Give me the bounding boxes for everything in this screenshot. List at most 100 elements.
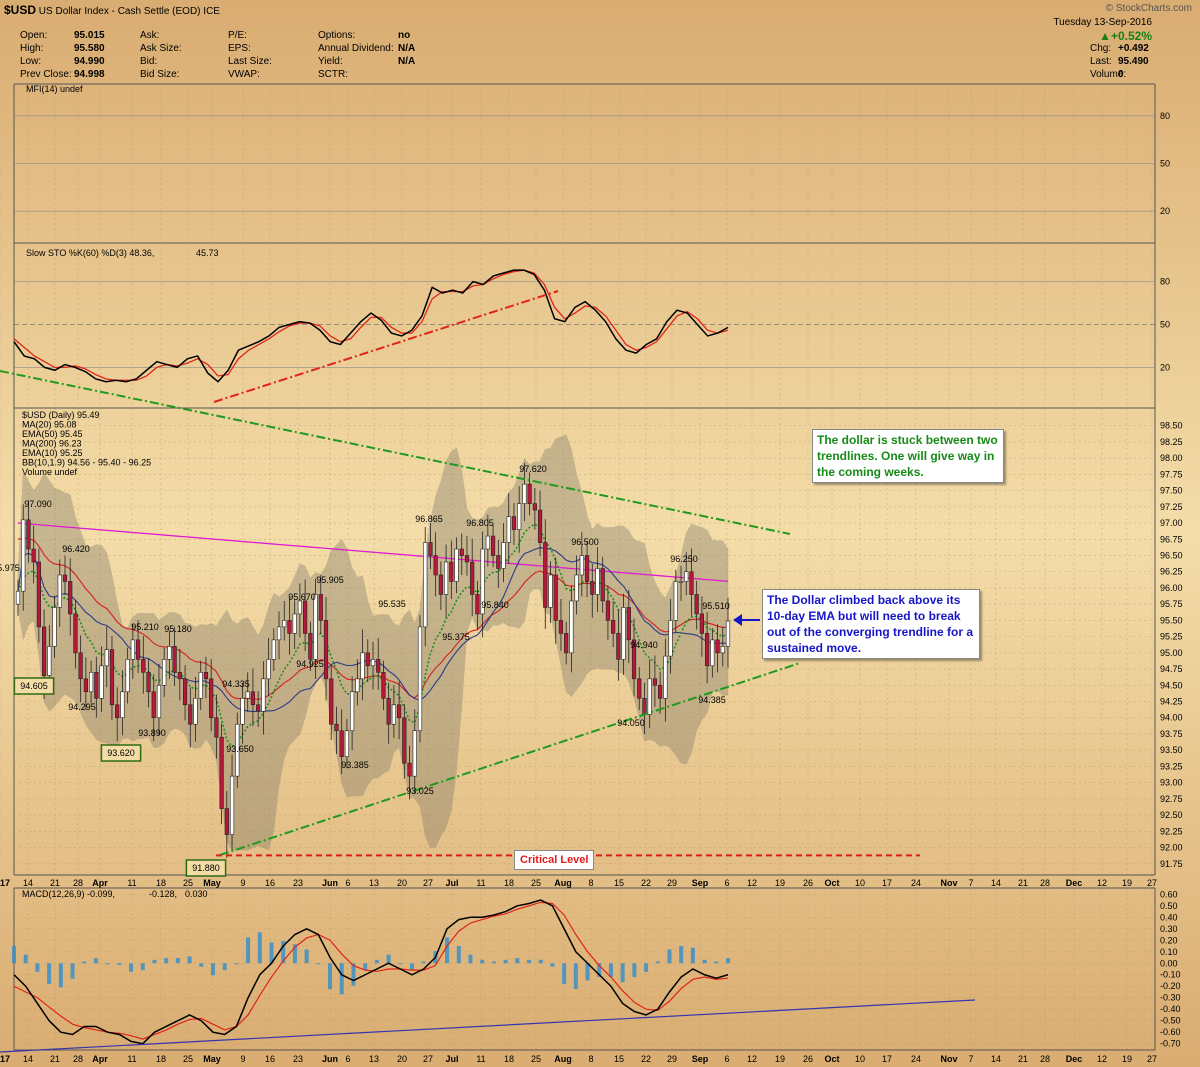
candle-body <box>501 542 506 569</box>
macd-histogram-bar <box>23 954 28 964</box>
candle-body <box>235 723 240 777</box>
macd-histogram-bar <box>246 937 251 964</box>
price-label: 95.670 <box>288 592 316 602</box>
candle-body <box>381 672 386 699</box>
candle-body <box>397 704 402 719</box>
price-label: 94.940 <box>630 640 658 650</box>
candle-body <box>449 561 454 582</box>
x-tick-label: 25 <box>183 878 193 888</box>
candle-body <box>78 652 83 680</box>
x-tick-label: 22 <box>641 1054 651 1064</box>
x-tick-label: 16 <box>265 1054 275 1064</box>
macd-histogram-bar <box>47 963 52 984</box>
annotation-trendlines: The dollar is stuck between two trendlin… <box>812 429 1004 483</box>
x-tick-label: 11 <box>127 1054 136 1064</box>
x-tick-label: 21 <box>50 878 60 888</box>
x-tick-label: 23 <box>293 1054 303 1064</box>
x-tick-label: May <box>203 878 221 888</box>
price-label: 95.840 <box>481 600 509 610</box>
price-label: 93.025 <box>406 786 434 796</box>
macd-legend-c: 0.030 <box>185 889 208 899</box>
x-tick-label: 8 <box>588 878 593 888</box>
candle-body <box>229 775 235 835</box>
quote-mid2-label: VWAP: <box>228 69 260 80</box>
quote-mid3-label: Annual Dividend: <box>318 43 394 54</box>
x-tick-label: 10 <box>855 1054 865 1064</box>
macd-histogram-bar <box>527 959 532 964</box>
macd-histogram-bar <box>257 932 262 964</box>
candle-body <box>720 646 725 654</box>
x-tick-label: 21 <box>1018 878 1028 888</box>
price-label-box <box>13 677 55 695</box>
macd-histogram-bar <box>608 963 613 978</box>
candle-body <box>433 555 438 576</box>
candle-body <box>522 483 527 504</box>
candle-body <box>553 574 558 621</box>
y-tick-label: 98.25 <box>1160 437 1183 447</box>
candle-body <box>193 697 198 725</box>
price-panel: 98.50 98.25 98.00 97.75 97.50 97.25 97.00 96.75… <box>0 370 1183 877</box>
macd-histogram-bar <box>667 949 672 964</box>
candle-body <box>120 691 125 719</box>
candle-body <box>308 633 313 660</box>
quote-left-value: 94.998 <box>74 69 105 80</box>
x-tick-label: 11 <box>476 878 485 888</box>
quote-mid3-value: no <box>398 30 411 41</box>
candle-body <box>423 542 428 628</box>
candle-body <box>631 639 637 680</box>
candle-body <box>198 672 203 699</box>
macd-histogram-bar <box>175 958 180 964</box>
x-tick-label: 18 <box>504 878 514 888</box>
y-tick-label: 80 <box>1160 111 1170 121</box>
grid-layer <box>0 88 1153 1050</box>
candle-body <box>125 659 130 693</box>
macd-histogram-bar <box>644 963 649 972</box>
x-tick-label: 24 <box>911 1054 921 1064</box>
macd-histogram-bar <box>585 963 590 981</box>
macd-histogram-bar <box>503 959 508 964</box>
candle-body <box>590 581 595 595</box>
x-tick-label: 9 <box>240 1054 245 1064</box>
y-tick-label: 92.75 <box>1160 794 1183 804</box>
macd-histogram-bar <box>550 963 555 967</box>
quote-right-value: 95.490 <box>1118 56 1149 67</box>
price-label: 96.865 <box>415 514 443 524</box>
x-tick-label: 13 <box>369 878 379 888</box>
price-label: 96.805 <box>466 518 494 528</box>
macd-histogram-bar <box>187 956 192 964</box>
price-label: 97.090 <box>24 499 52 509</box>
price-label-box <box>100 744 142 762</box>
quote-mid3-value: N/A <box>398 43 416 54</box>
candle-body <box>151 691 156 719</box>
quote-mid3-label: Options: <box>318 30 356 41</box>
candle-body <box>297 600 303 615</box>
quote-right-value: 0 <box>1118 69 1124 80</box>
macd-histogram-bar <box>12 946 16 964</box>
candle-body <box>647 678 652 715</box>
candle-body <box>323 620 329 680</box>
macd-histogram-bar <box>409 963 414 971</box>
quote-mid-label: Ask: <box>140 30 160 41</box>
macd-histogram-bar <box>105 963 110 965</box>
x-tick-label: 15 <box>614 878 624 888</box>
candle-body <box>663 655 668 699</box>
x-tick-label: 11 <box>476 1054 485 1064</box>
y-tick-label: 20 <box>1160 206 1170 216</box>
candle-body <box>36 561 41 628</box>
candle-body <box>600 568 605 602</box>
macd-histogram-bar <box>445 937 450 964</box>
x-tick-label: 26 <box>803 878 813 888</box>
x-tick-label: Jun <box>322 878 338 888</box>
x-tick-label: 22 <box>641 878 651 888</box>
quote-mid2-label: EPS: <box>228 43 251 54</box>
macd-legend-b: -0.128, <box>149 889 177 899</box>
quote-left-label: Low: <box>20 56 42 67</box>
macd-panel: 0.60 0.500.40 0.300.20 0.100.00 -0.10-0.20 -0… <box>0 887 1181 1053</box>
price-label: 96.500 <box>571 537 599 547</box>
sto-legend-k: Slow STO %K(60) %D(3) 48.36, <box>26 248 154 258</box>
candle-body <box>391 704 396 725</box>
y-tick-label: 92.25 <box>1160 826 1183 836</box>
quote-left-label: Prev Close: <box>20 69 72 80</box>
candle-body <box>725 620 731 647</box>
y-tick-label: 80 <box>1160 277 1170 287</box>
